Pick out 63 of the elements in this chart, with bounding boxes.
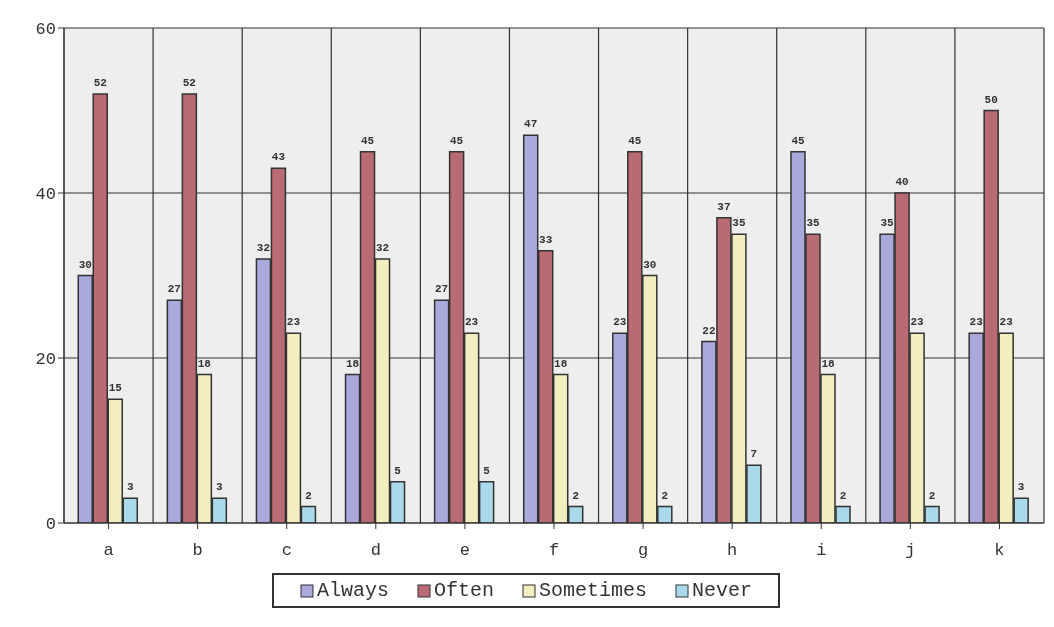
legend-label: Always <box>316 579 389 602</box>
data-label: 27 <box>435 283 449 296</box>
y-tick-label: 40 <box>35 185 56 205</box>
data-label: 22 <box>702 324 716 337</box>
legend-label: Sometimes <box>538 579 648 602</box>
data-label: 7 <box>750 448 758 461</box>
data-label: 15 <box>108 382 123 395</box>
x-tick-label: i <box>816 541 827 561</box>
data-label: 50 <box>984 93 998 106</box>
data-label: 32 <box>256 242 271 254</box>
data-label: 33 <box>539 233 553 246</box>
data-label: 2 <box>839 489 847 502</box>
data-label: 18 <box>554 357 568 370</box>
x-tick-label: h <box>727 541 738 561</box>
data-label: 30 <box>643 258 657 271</box>
data-label: 18 <box>197 357 212 370</box>
data-label: 37 <box>717 200 731 213</box>
data-label: 45 <box>791 134 805 147</box>
y-tick-label: 60 <box>35 20 56 40</box>
data-label: 23 <box>613 316 627 329</box>
x-tick-label: k <box>994 541 1005 561</box>
data-label: 30 <box>78 258 92 271</box>
x-tick-label: e <box>459 541 471 561</box>
data-label: 3 <box>216 481 224 494</box>
data-label: 32 <box>375 242 390 254</box>
data-label: 2 <box>305 489 312 502</box>
x-tick-label: b <box>192 541 203 561</box>
data-label: 40 <box>895 176 909 188</box>
data-label: 5 <box>483 464 491 477</box>
x-tick-label: f <box>548 541 560 561</box>
data-label: 2 <box>572 489 580 502</box>
data-label: 23 <box>465 316 479 329</box>
x-tick-label: c <box>281 541 292 561</box>
data-label: 43 <box>271 151 286 164</box>
data-label: 27 <box>167 283 181 296</box>
data-label: 3 <box>1017 481 1025 494</box>
data-label: 45 <box>628 134 642 147</box>
x-tick-label: d <box>370 541 381 561</box>
data-label: 2 <box>928 489 936 502</box>
y-tick-label: 20 <box>35 350 56 370</box>
data-label: 35 <box>880 217 895 230</box>
data-label: 23 <box>999 316 1014 329</box>
data-label: 45 <box>450 134 464 147</box>
x-tick-label: g <box>637 541 649 561</box>
y-tick-label: 0 <box>45 515 56 535</box>
legend-label: Often <box>433 579 494 602</box>
data-label: 18 <box>345 357 360 370</box>
data-label: 5 <box>394 464 402 477</box>
data-label: 47 <box>524 118 538 131</box>
data-label: 3 <box>126 481 134 494</box>
data-label: 52 <box>182 77 196 89</box>
data-label: 23 <box>969 316 984 329</box>
x-tick-label: j <box>905 541 916 561</box>
legend-label: Never <box>692 579 753 602</box>
data-label: 18 <box>821 357 835 370</box>
data-label: 52 <box>93 77 107 89</box>
x-tick-label: a <box>103 541 114 561</box>
data-label: 23 <box>910 316 925 329</box>
data-label: 35 <box>806 217 820 230</box>
data-label: 2 <box>661 489 669 502</box>
data-label: 23 <box>286 316 301 329</box>
data-label: 35 <box>732 217 746 230</box>
data-label: 45 <box>360 134 375 147</box>
